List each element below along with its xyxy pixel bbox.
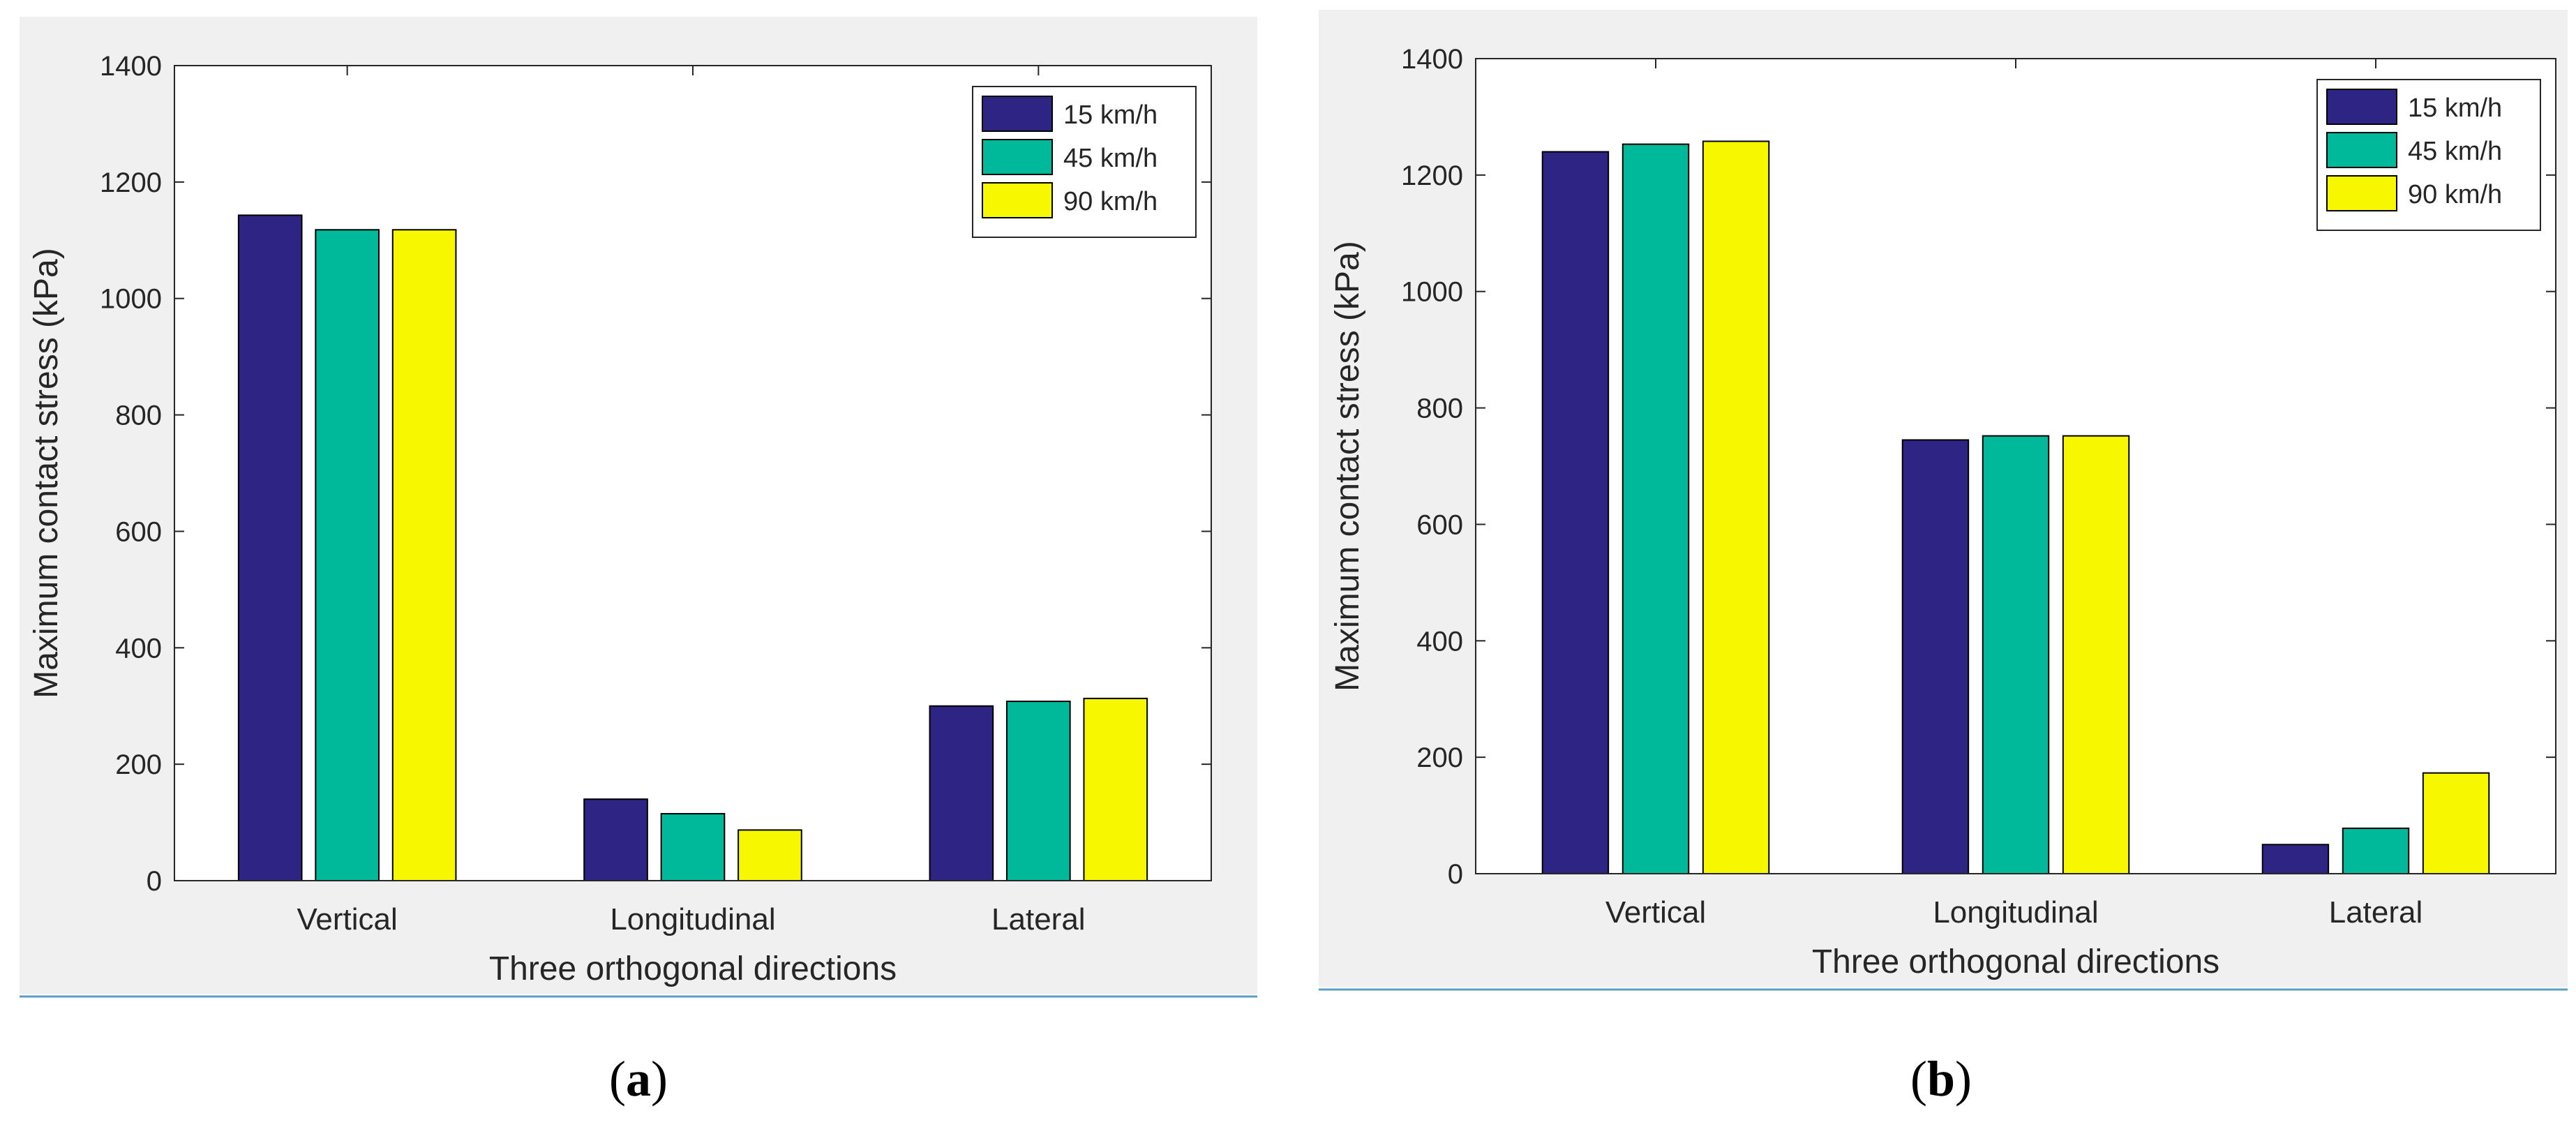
chart-a-axes-frame: [174, 65, 1212, 881]
chart-b-bar-2-2: [2422, 772, 2490, 874]
chart-a-ytick-label-7: 1400: [100, 51, 162, 82]
chart-a-ytick-label-0: 0: [147, 866, 162, 897]
chart-b-legend-swatch-2: [2326, 175, 2397, 211]
chart-b-legend-label-2: 90 km/h: [2408, 180, 2502, 209]
chart-b-bar-0-1: [1622, 143, 1690, 874]
chart-b-legend-swatch-0: [2326, 89, 2397, 125]
chart-a-bar-1-1: [660, 813, 726, 881]
chart-a-bar-1-0: [583, 798, 648, 881]
chart-b-ytick-label-3: 600: [1416, 509, 1463, 540]
chart-a-bar-0-1: [315, 229, 380, 882]
chart-a-bar-0-2: [391, 229, 457, 882]
caption-a-label: a: [626, 1051, 651, 1107]
chart-a-bar-2-0: [929, 705, 994, 882]
caption-a: (a): [609, 1051, 668, 1107]
chart-a-ytick-label-4: 800: [115, 401, 162, 431]
chart-b-ytick-label-7: 1400: [1401, 44, 1463, 75]
chart-a-bar-1-2: [737, 829, 802, 881]
chart-a-ytick-label-6: 1200: [100, 167, 162, 198]
chart-a-xtick-label-2: Lateral: [991, 902, 1086, 936]
chart-b-xlabel: Three orthogonal directions: [1812, 943, 2219, 980]
chart-b-ytick-label-1: 200: [1416, 742, 1463, 773]
chart-a-legend-swatch-1: [982, 139, 1053, 175]
chart-b-ytick-label-0: 0: [1448, 859, 1463, 890]
chart-a-xlabel: Three orthogonal directions: [489, 950, 897, 987]
chart-panel-b: 0 200 400 600 800 1000 1200 1400 Vertical Longitu…: [1302, 0, 2576, 1005]
chart-b-ytick-label-5: 1000: [1401, 277, 1463, 308]
chart-b-svg: 0 200 400 600 800 1000 1200 1400 Vertical Longitu…: [1319, 10, 2568, 991]
chart-a-legend-label-2: 90 km/h: [1063, 187, 1158, 216]
chart-b-bar-1-2: [2062, 435, 2130, 874]
chart-a-bar-2-2: [1083, 697, 1148, 882]
chart-b-bar-2-0: [2261, 844, 2330, 875]
chart-a-legend-label-0: 15 km/h: [1063, 100, 1158, 130]
chart-a-ylabel: Maximum contact stress (kPa): [28, 248, 65, 698]
chart-panel-a: 0 200 400 600 800 1000 1200 1400 Vertical Longitu…: [0, 0, 1270, 1005]
chart-a-xtick-label-1: Longitudinal: [610, 902, 775, 936]
chart-b-xtick-label-1: Longitudinal: [1933, 895, 2098, 930]
chart-a-legend-swatch-2: [982, 182, 1053, 218]
chart-a-ytick-label-2: 400: [115, 633, 162, 664]
chart-b-bar-1-1: [1982, 435, 2050, 874]
chart-a-ytick-label-1: 200: [115, 749, 162, 780]
chart-a-svg: 0 200 400 600 800 1000 1200 1400 Vertical Longitu…: [20, 17, 1257, 998]
chart-a-bar-2-1: [1006, 701, 1071, 881]
chart-b-bar-0-0: [1541, 151, 1610, 874]
chart-b-xtick-label-2: Lateral: [2329, 895, 2423, 930]
chart-b-axes-frame: [1475, 58, 2556, 874]
chart-b-bar-0-2: [1702, 140, 1770, 874]
chart-b-ytick-label-4: 800: [1416, 394, 1463, 424]
chart-a-legend-label-1: 45 km/h: [1063, 144, 1158, 173]
chart-a-xtick-label-0: Vertical: [297, 902, 398, 936]
caption-b-label: b: [1926, 1051, 1956, 1107]
chart-b-bar-2-1: [2342, 827, 2410, 874]
chart-a-bar-0-0: [237, 214, 303, 881]
chart-b-legend-label-1: 45 km/h: [2408, 137, 2502, 166]
chart-b-legend-label-0: 15 km/h: [2408, 94, 2502, 123]
caption-b: (b): [1910, 1051, 1972, 1107]
chart-b-bar-1-0: [1901, 439, 1970, 874]
chart-a-ytick-label-3: 600: [115, 516, 162, 547]
chart-b-ytick-label-6: 1200: [1401, 161, 1463, 191]
chart-b-ylabel: Maximum contact stress (kPa): [1329, 241, 1366, 691]
chart-b-xtick-label-0: Vertical: [1605, 895, 1706, 930]
chart-b-ytick-label-2: 400: [1416, 626, 1463, 657]
chart-a-legend-swatch-0: [982, 96, 1053, 132]
chart-b-legend-swatch-1: [2326, 132, 2397, 168]
chart-a-ytick-label-5: 1000: [100, 284, 162, 315]
